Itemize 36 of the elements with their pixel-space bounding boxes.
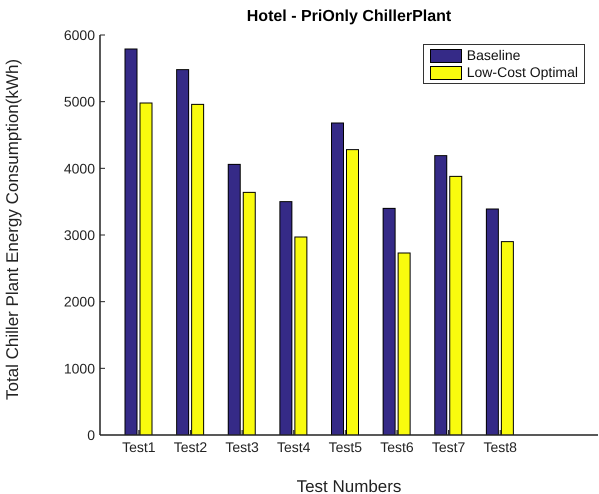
bar <box>486 208 499 435</box>
bar <box>228 164 241 435</box>
bar <box>382 208 396 435</box>
bar <box>449 176 462 435</box>
y-tick-label: 6000 <box>64 26 96 43</box>
y-tick-label: 0 <box>87 426 96 443</box>
x-tick-label: Test3 <box>225 438 260 455</box>
legend-label: Low-Cost Optimal <box>466 64 578 81</box>
x-tick-label: Test8 <box>483 438 518 455</box>
legend-label: Baseline <box>466 47 520 64</box>
bar <box>434 155 448 435</box>
bar <box>331 122 344 435</box>
bar <box>191 104 204 435</box>
bar <box>294 236 308 435</box>
chart-title: Hotel - PriOnly ChillerPlant <box>246 8 452 26</box>
x-tick-label: Test2 <box>174 438 208 455</box>
x-tick-label: Test6 <box>380 438 414 455</box>
bar <box>124 48 138 435</box>
bar <box>500 241 514 435</box>
y-tick-label: 2000 <box>64 294 96 310</box>
y-tick-label: 3000 <box>64 226 96 243</box>
x-tick-label: Test1 <box>122 438 156 455</box>
y-tick-label: 4000 <box>64 160 96 176</box>
bar <box>279 201 292 435</box>
y-tick-label: 5000 <box>64 94 96 110</box>
bar <box>242 192 256 435</box>
y-tick-label: 1000 <box>64 360 96 376</box>
x-axis-title: Test Numbers <box>296 477 402 494</box>
bar <box>140 102 152 435</box>
x-tick-label: Test5 <box>328 438 362 455</box>
bar <box>346 149 359 435</box>
x-tick-label: Test7 <box>432 438 466 455</box>
bar <box>398 252 411 435</box>
x-tick-label: Test4 <box>276 438 311 455</box>
y-axis-title: Total Chiller Plant Energy Consumption(kWh) <box>3 58 22 400</box>
bar <box>176 69 190 435</box>
